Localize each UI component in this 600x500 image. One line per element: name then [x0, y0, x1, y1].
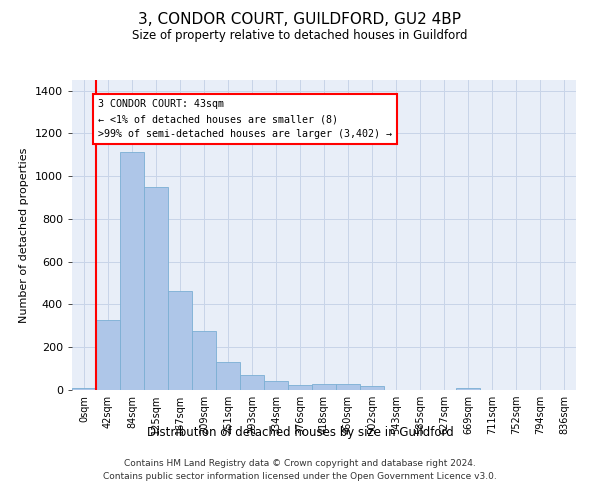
Text: Contains public sector information licensed under the Open Government Licence v3: Contains public sector information licen…: [103, 472, 497, 481]
Y-axis label: Number of detached properties: Number of detached properties: [19, 148, 29, 322]
Text: Contains HM Land Registry data © Crown copyright and database right 2024.: Contains HM Land Registry data © Crown c…: [124, 458, 476, 468]
Bar: [264, 382, 288, 390]
Bar: [288, 386, 312, 390]
Bar: [96, 320, 120, 390]
Text: Distribution of detached houses by size in Guildford: Distribution of detached houses by size …: [146, 426, 454, 439]
Bar: [144, 188, 168, 390]
Text: 3, CONDOR COURT, GUILDFORD, GU2 4BP: 3, CONDOR COURT, GUILDFORD, GU2 4BP: [139, 12, 461, 28]
Bar: [120, 152, 144, 390]
Bar: [216, 362, 240, 390]
Bar: [168, 291, 192, 390]
Bar: [312, 384, 336, 390]
Bar: [240, 375, 264, 390]
Bar: [72, 388, 96, 390]
Text: 3 CONDOR COURT: 43sqm
← <1% of detached houses are smaller (8)
>99% of semi-deta: 3 CONDOR COURT: 43sqm ← <1% of detached …: [98, 99, 392, 139]
Bar: [360, 386, 384, 390]
Bar: [456, 388, 480, 390]
Text: Size of property relative to detached houses in Guildford: Size of property relative to detached ho…: [132, 29, 468, 42]
Bar: [336, 384, 360, 390]
Bar: [192, 331, 216, 390]
